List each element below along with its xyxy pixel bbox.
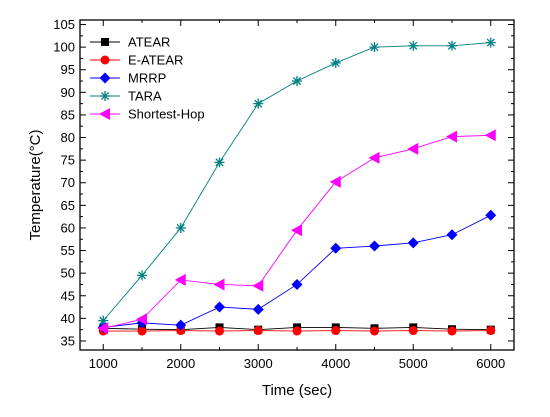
x-tick-label: 6000: [476, 356, 505, 371]
y-tick-label: 35: [61, 333, 75, 348]
data-point-shortest-hop: [368, 151, 380, 164]
data-point-shortest-hop: [446, 130, 457, 143]
legend-item-tara: TARA: [90, 89, 162, 104]
legend: ATEAR E-ATEAR MRRP TARA Shortest-Hop: [90, 35, 205, 122]
data-point-e-atear: [137, 326, 147, 336]
data-point-e-atear: [331, 326, 341, 336]
legend-label: E-ATEAR: [128, 53, 183, 68]
legend-marker: [101, 38, 109, 46]
data-point-e-atear: [253, 326, 263, 336]
series-mrrp: [97, 209, 497, 333]
data-point-mrrp: [369, 240, 380, 252]
x-tick-label: 2000: [166, 356, 195, 371]
series-group: [97, 37, 497, 336]
legend-item-shortest-hop: Shortest-Hop: [90, 107, 205, 122]
y-tick-label: 60: [61, 220, 75, 235]
legend-marker: [99, 72, 111, 84]
data-point-e-atear: [447, 326, 457, 336]
y-tick-label: 55: [61, 243, 75, 258]
y-tick-label: 75: [61, 153, 75, 168]
series-e-atear: [98, 326, 496, 336]
y-tick-label: 85: [61, 107, 75, 122]
x-tick-label: 1000: [89, 356, 118, 371]
y-tick-label: 70: [61, 175, 75, 190]
legend-label: Shortest-Hop: [128, 107, 205, 122]
data-point-tara: [98, 315, 109, 326]
legend-item-mrrp: MRRP: [90, 71, 166, 86]
legend-marker: [100, 91, 110, 101]
data-point-tara: [330, 57, 341, 68]
data-point-tara: [447, 40, 457, 51]
data-point-shortest-hop: [407, 142, 419, 155]
data-point-shortest-hop: [97, 322, 109, 335]
data-point-tara: [175, 222, 186, 233]
y-tick-label: 40: [61, 311, 75, 326]
data-point-tara: [485, 37, 496, 48]
data-point-shortest-hop: [291, 224, 302, 237]
data-point-e-atear: [408, 326, 418, 336]
data-point-tara: [369, 42, 380, 53]
data-point-e-atear: [215, 326, 224, 336]
data-point-tara: [253, 98, 264, 109]
y-tick-label: 45: [61, 288, 75, 303]
plot-frame: [79, 19, 515, 351]
y-tick-label: 105: [53, 17, 75, 32]
legend-label: TARA: [128, 89, 162, 104]
data-point-shortest-hop: [484, 129, 496, 142]
legend-label: MRRP: [128, 71, 166, 86]
y-axis-title: Temperature(°C): [27, 129, 44, 240]
x-tick-label: 3000: [244, 356, 273, 371]
y-tick-label: 90: [61, 85, 75, 100]
legend-item-atear: ATEAR: [90, 35, 170, 50]
data-point-tara: [292, 76, 302, 87]
x-tick-label: 4000: [321, 356, 350, 371]
series-tara: [98, 37, 496, 326]
data-point-shortest-hop: [136, 313, 147, 326]
data-point-tara: [214, 157, 225, 168]
legend-marker: [99, 108, 110, 120]
series-shortest-hop: [97, 129, 496, 335]
y-tick-label: 95: [61, 62, 75, 77]
data-point-tara: [408, 40, 419, 51]
y-tick-label: 65: [61, 198, 75, 213]
data-point-mrrp: [291, 278, 303, 290]
data-point-e-atear: [292, 326, 302, 336]
y-tick-label: 50: [61, 266, 75, 281]
data-point-tara: [137, 270, 147, 281]
data-point-mrrp: [214, 301, 225, 313]
data-point-mrrp: [252, 303, 264, 315]
data-point-shortest-hop: [213, 278, 225, 291]
data-point-e-atear: [370, 326, 379, 336]
x-axis-title: Time (sec): [262, 382, 332, 399]
data-point-mrrp: [485, 209, 497, 221]
data-point-mrrp: [330, 242, 342, 254]
data-point-shortest-hop: [174, 273, 186, 286]
x-tick-label: 5000: [399, 356, 428, 371]
data-point-mrrp: [446, 229, 458, 241]
legend-item-e-atear: E-ATEAR: [90, 53, 183, 68]
legend-marker: [100, 55, 110, 65]
data-point-shortest-hop: [252, 279, 264, 292]
data-point-mrrp: [407, 237, 419, 249]
legend-label: ATEAR: [128, 35, 170, 50]
y-tick-label: 100: [53, 40, 75, 55]
data-point-shortest-hop: [329, 175, 341, 188]
data-point-e-atear: [486, 326, 496, 336]
y-tick-label: 80: [61, 130, 75, 145]
axis-ticks: 1000 2000 3000 4000 5000 6000 35 40 45 50 55 60 65 70…: [53, 17, 514, 371]
data-point-mrrp: [175, 319, 187, 331]
